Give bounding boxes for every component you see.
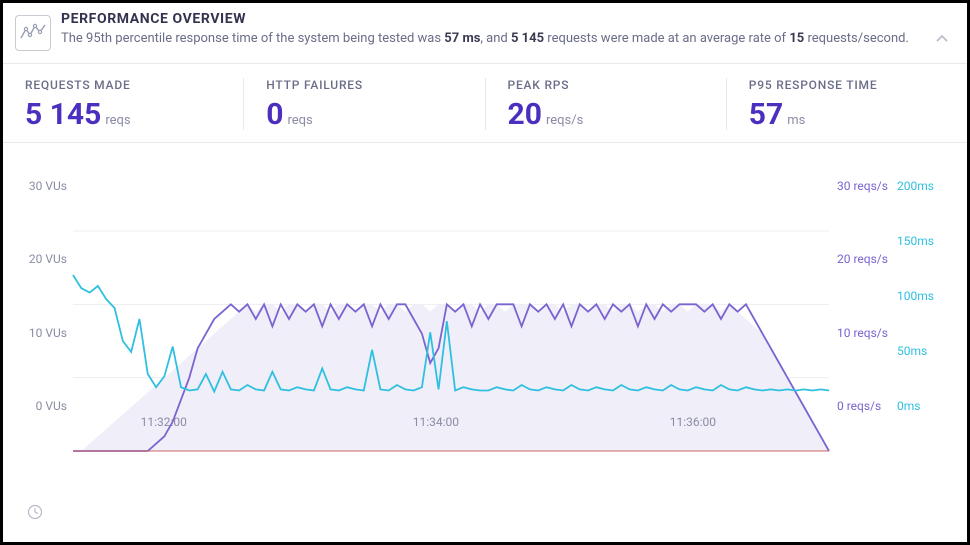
- y-axis-right-ms-tick: 150ms: [897, 234, 934, 248]
- stat-number: 57: [749, 97, 783, 132]
- y-axis-left-tick: 0 VUs: [36, 399, 67, 413]
- panel-header: PERFORMANCE OVERVIEW The 95th percentile…: [3, 3, 967, 64]
- y-axis-left-tick: 30 VUs: [29, 179, 67, 193]
- x-axis-tick: 11:32:00: [141, 415, 187, 429]
- desc-rate-value: 15: [789, 31, 804, 46]
- stat-unit: reqs: [287, 113, 312, 128]
- stat-value: 20 reqs/s: [508, 100, 704, 130]
- stat-label: HTTP FAILURES: [266, 78, 462, 92]
- y-axis-left-tick: 20 VUs: [29, 252, 67, 266]
- overview-icon: [15, 15, 51, 51]
- panel-description: The 95th percentile response time of the…: [61, 29, 951, 49]
- panel-title: PERFORMANCE OVERVIEW: [61, 11, 951, 27]
- stat-unit: ms: [787, 113, 805, 128]
- clock-icon: [27, 504, 43, 524]
- stat-number: 20: [508, 97, 542, 132]
- x-axis-tick: 11:36:00: [670, 415, 716, 429]
- chart-canvas: [3, 187, 967, 487]
- chevron-up-icon: [935, 34, 949, 44]
- stat-value: 5 145 reqs: [25, 100, 221, 130]
- stat-label: PEAK RPS: [508, 78, 704, 92]
- y-axis-right-rps-tick: 10 reqs/s: [837, 326, 888, 340]
- stat-peak-rps: PEAK RPS 20 reqs/s: [486, 78, 727, 130]
- collapse-toggle[interactable]: [935, 29, 949, 48]
- stat-unit: reqs: [105, 113, 130, 128]
- stat-label: P95 RESPONSE TIME: [749, 78, 945, 92]
- stats-row: REQUESTS MADE 5 145reqs HTTP FAILURES 0r…: [3, 64, 967, 143]
- performance-overview-panel: PERFORMANCE OVERVIEW The 95th percentile…: [3, 3, 967, 542]
- y-axis-right-ms-tick: 100ms: [897, 289, 934, 303]
- stat-unit: reqs/s: [546, 113, 583, 128]
- desc-p95-value: 57 ms: [444, 31, 480, 46]
- stat-number: 0: [266, 97, 283, 132]
- stat-requests-made: REQUESTS MADE 5 145 reqs: [3, 78, 244, 130]
- y-axis-right-rps-tick: 30 reqs/s: [837, 179, 888, 193]
- stat-number: 5 145: [25, 97, 101, 132]
- desc-reqs-value: 5 145: [511, 31, 544, 46]
- y-axis-right-ms-tick: 50ms: [897, 344, 927, 358]
- y-axis-right-ms-tick: 200ms: [897, 179, 934, 193]
- y-axis-right-rps-tick: 0 reqs/s: [837, 399, 881, 413]
- desc-text: The 95th percentile response time of the…: [61, 31, 444, 46]
- stat-p95-response-time: P95 RESPONSE TIME 57 ms: [727, 78, 967, 130]
- stat-label: REQUESTS MADE: [25, 78, 221, 92]
- x-axis-tick: 11:34:00: [413, 415, 459, 429]
- desc-text: requests/second.: [804, 31, 909, 46]
- performance-chart: 0 VUs 10 VUs 20 VUs 30 VUs 0 reqs/s 10 reqs/s…: [3, 143, 967, 542]
- y-axis-right-rps-tick: 20 reqs/s: [837, 252, 888, 266]
- stat-value: 57 ms: [749, 100, 945, 130]
- desc-text: requests were made at an average rate of: [544, 31, 789, 46]
- stat-http-failures: HTTP FAILURES 0 reqs: [244, 78, 485, 130]
- y-axis-right-ms-tick: 0ms: [897, 399, 920, 413]
- stat-value: 0 reqs: [266, 100, 462, 130]
- y-axis-left-tick: 10 VUs: [29, 326, 67, 340]
- desc-text: , and: [480, 31, 511, 46]
